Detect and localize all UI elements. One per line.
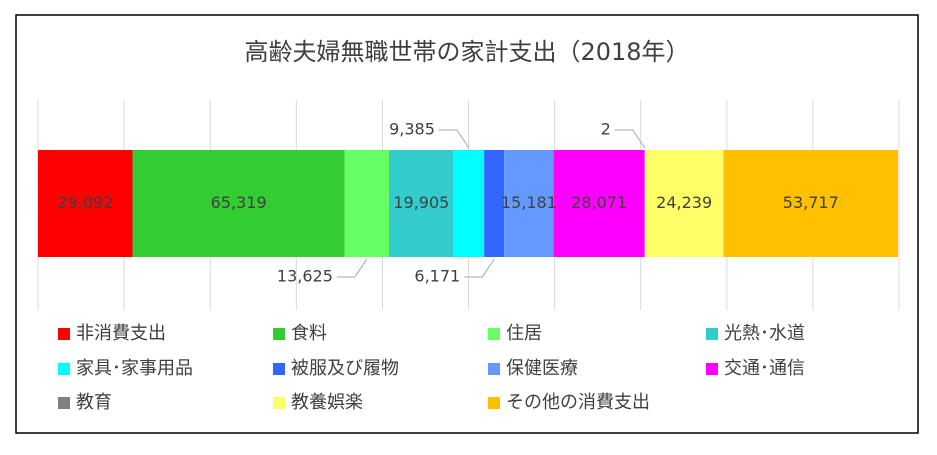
data-label: 65,319 bbox=[211, 193, 267, 212]
data-label: 28,071 bbox=[571, 193, 627, 212]
legend-label: 光熱･水道 bbox=[724, 323, 805, 344]
legend-swatch bbox=[273, 328, 285, 340]
legend-swatch bbox=[58, 363, 70, 375]
legend-label: 食料 bbox=[291, 323, 327, 344]
data-label: 53,717 bbox=[783, 193, 839, 212]
legend-swatch bbox=[488, 363, 500, 375]
data-label: 6,171 bbox=[414, 267, 460, 286]
legend-label: 被服及び履物 bbox=[291, 358, 399, 379]
data-label: 2 bbox=[601, 120, 611, 139]
legend-swatch bbox=[58, 328, 70, 340]
legend-label: 教養娯楽 bbox=[291, 392, 363, 413]
legend-label: その他の消費支出 bbox=[506, 392, 650, 413]
data-label: 15,181 bbox=[501, 193, 557, 212]
data-label: 19,905 bbox=[393, 193, 449, 212]
data-label: 24,239 bbox=[656, 193, 712, 212]
legend-label: 非消費支出 bbox=[76, 323, 166, 344]
legend-swatch bbox=[58, 397, 70, 409]
legend-swatch bbox=[273, 363, 285, 375]
data-label: 9,385 bbox=[389, 120, 435, 139]
legend-label: 住居 bbox=[506, 323, 542, 344]
legend-label: 保健医療 bbox=[506, 358, 578, 379]
legend-label: 教育 bbox=[76, 392, 112, 413]
data-label: 29,092 bbox=[57, 193, 113, 212]
legend-label: 家具･家事用品 bbox=[76, 358, 193, 379]
legend-swatch bbox=[706, 328, 718, 340]
bar-segment bbox=[345, 150, 389, 257]
data-label: 13,625 bbox=[277, 267, 333, 286]
bar-segment bbox=[454, 150, 484, 257]
legend-swatch bbox=[706, 363, 718, 375]
legend-label: 交通･通信 bbox=[724, 358, 805, 379]
legend-swatch bbox=[488, 397, 500, 409]
legend-swatch bbox=[273, 397, 285, 409]
chart-title: 高齢夫婦無職世帯の家計支出（2018年） bbox=[244, 38, 689, 66]
legend-swatch bbox=[488, 328, 500, 340]
